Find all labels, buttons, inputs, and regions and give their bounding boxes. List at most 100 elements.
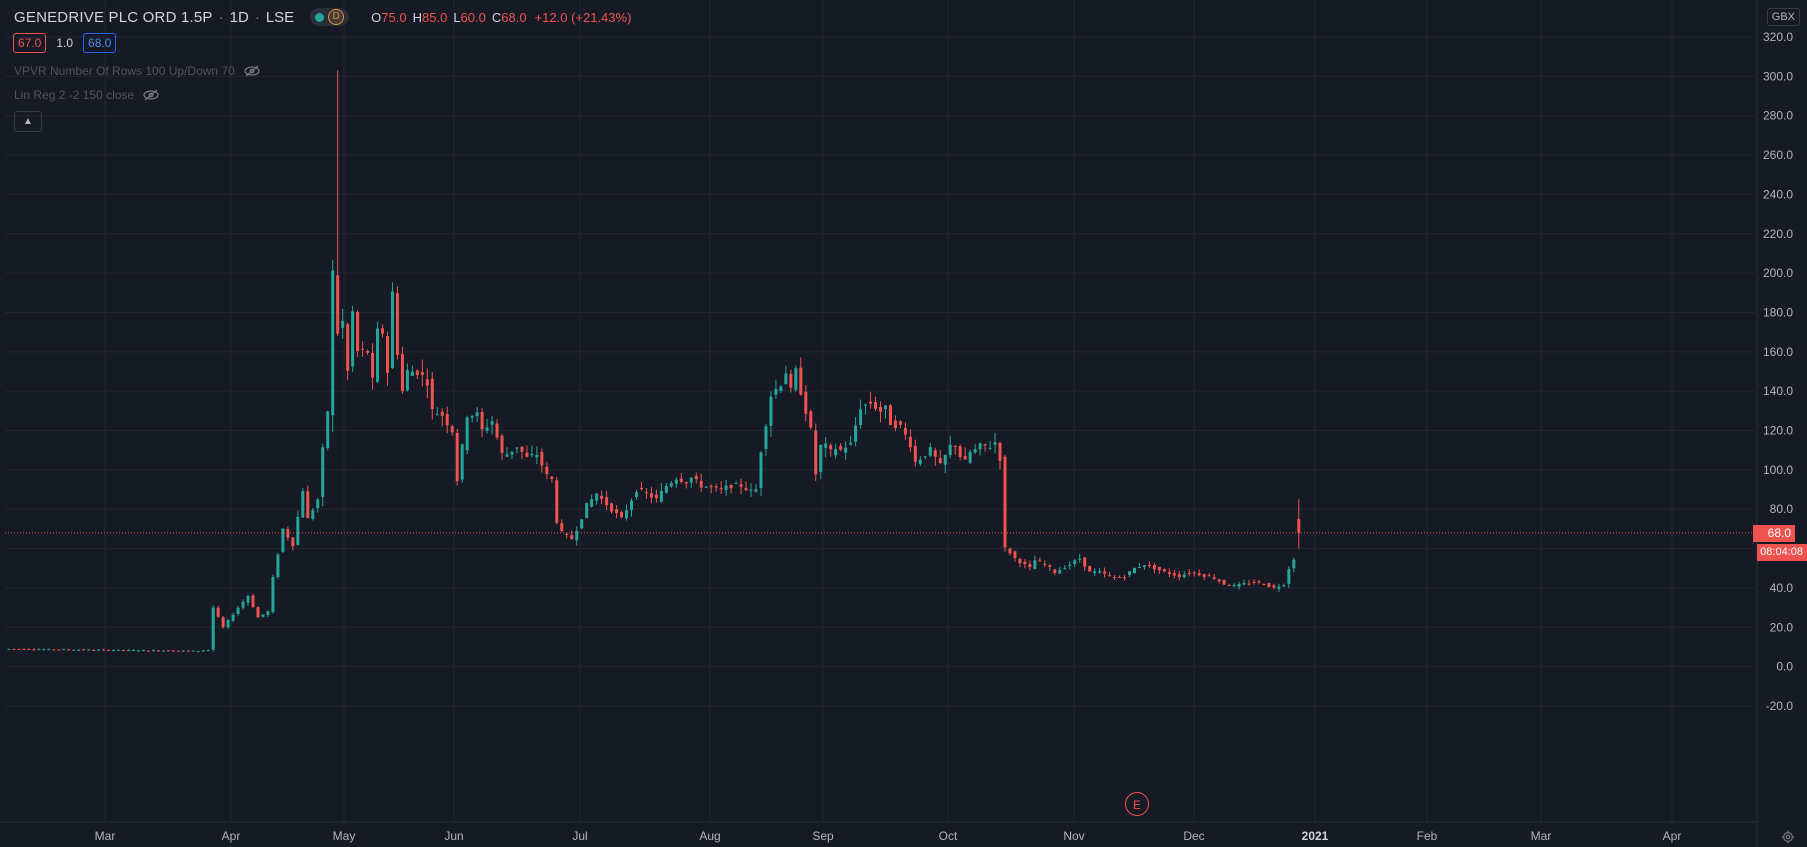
candle-body [1202, 574, 1206, 577]
exchange-label: LSE [265, 8, 295, 26]
candle-body [545, 466, 549, 475]
y-tick-label: 220.0 [1763, 227, 1793, 241]
y-tick-label: -20.0 [1766, 699, 1794, 713]
separator: · [218, 8, 224, 26]
candle-body [739, 484, 743, 487]
candle-body [709, 485, 713, 487]
candle-body [326, 411, 330, 448]
y-tick-label: 120.0 [1763, 424, 1793, 438]
candle-body [102, 649, 106, 651]
y-tick-label: 20.0 [1770, 620, 1794, 634]
candle-body [555, 480, 559, 523]
candle-body [1137, 567, 1141, 569]
x-tick-label: Dec [1183, 829, 1204, 843]
candle-body [141, 650, 145, 652]
high-value: 85.0 [422, 9, 448, 25]
candle-body [1247, 583, 1251, 585]
settings-gear-icon[interactable] [1781, 830, 1795, 844]
candle-body [694, 475, 698, 480]
spread-value: 1.0 [56, 36, 74, 50]
symbol-name[interactable]: GENEDRIVE PLC ORD 1.5P [14, 8, 213, 26]
candle-body [351, 311, 355, 367]
candle-body [246, 596, 250, 603]
candle-body [689, 477, 693, 483]
candle-body [191, 650, 195, 652]
candle-body [1123, 577, 1127, 579]
candle-body [1128, 571, 1131, 575]
candle-body [535, 454, 539, 458]
candle-body [1098, 571, 1102, 573]
x-tick-label: Jun [444, 829, 463, 843]
x-tick-label: Apr [222, 829, 241, 843]
interval-label[interactable]: 1D [229, 8, 249, 26]
candle-body [281, 528, 285, 552]
candle-body [724, 485, 728, 491]
candle-body [161, 650, 165, 652]
candle-body [1023, 561, 1027, 565]
candle-body [1003, 456, 1007, 548]
x-tick-label: Nov [1063, 829, 1084, 843]
candle-body [933, 450, 937, 457]
candle-body [22, 648, 26, 650]
candle-body [993, 442, 997, 445]
candle-body [336, 275, 340, 334]
currency-label[interactable]: GBX [1766, 8, 1800, 26]
candle-body [455, 433, 459, 482]
candle-body [779, 386, 783, 391]
candle-body [1038, 560, 1042, 562]
candle-body [1232, 585, 1236, 587]
candle-body [794, 368, 798, 390]
x-tick-label: Aug [699, 829, 720, 843]
candle-body [1033, 560, 1037, 570]
ask-price[interactable]: 68.0 [83, 33, 117, 53]
candle-body [1043, 563, 1047, 565]
candle-body [953, 446, 957, 448]
x-tick-label: May [333, 829, 356, 843]
candle-body [819, 444, 823, 472]
candle-body [1287, 569, 1291, 584]
candle-body [1078, 558, 1082, 560]
delayed-badge-icon: D [328, 9, 345, 25]
candle-body [844, 447, 848, 453]
candle-body [799, 367, 803, 395]
eye-hidden-icon[interactable] [243, 65, 261, 77]
candle-body [181, 650, 185, 652]
candle-body [271, 577, 275, 613]
bid-price[interactable]: 67.0 [13, 33, 47, 53]
x-tick-label: Sep [812, 829, 834, 843]
candle-body [32, 649, 36, 651]
earnings-marker[interactable]: E [1125, 792, 1149, 816]
candle-body [475, 412, 479, 417]
candle-body [1187, 573, 1191, 575]
candle-body [92, 649, 96, 651]
indicator-linreg[interactable]: Lin Reg 2 -2 150 close [14, 88, 160, 102]
candle-body [1207, 575, 1211, 577]
open-label: O [371, 9, 382, 25]
candle-body [540, 451, 544, 466]
candle-body [988, 447, 992, 449]
y-tick-label: 100.0 [1763, 463, 1793, 477]
candle-body [361, 348, 365, 350]
candle-body [1217, 579, 1221, 582]
candle-body [390, 291, 394, 368]
candle-body [1132, 567, 1136, 574]
collapse-legend-button[interactable]: ▲ [14, 111, 42, 132]
candle-body [251, 595, 255, 608]
candle-body [938, 458, 942, 464]
indicator-vpvr[interactable]: VPVR Number Of Rows 100 Up/Down 70 [14, 64, 261, 78]
candle-body [879, 407, 882, 412]
candle-body [1172, 573, 1176, 576]
eye-hidden-icon[interactable] [142, 89, 160, 101]
indicator-label: Lin Reg 2 -2 150 close [14, 88, 135, 102]
indicator-label: VPVR Number Of Rows 100 Up/Down 70 [14, 64, 235, 78]
candle-body [839, 445, 843, 450]
candle-body [1058, 570, 1062, 574]
y-tick-label: 0.0 [1776, 660, 1793, 674]
candle-body [296, 516, 300, 545]
market-status[interactable]: D [310, 8, 350, 26]
candle-body [983, 444, 987, 446]
candle-body [72, 649, 76, 651]
candle-body [943, 455, 947, 465]
